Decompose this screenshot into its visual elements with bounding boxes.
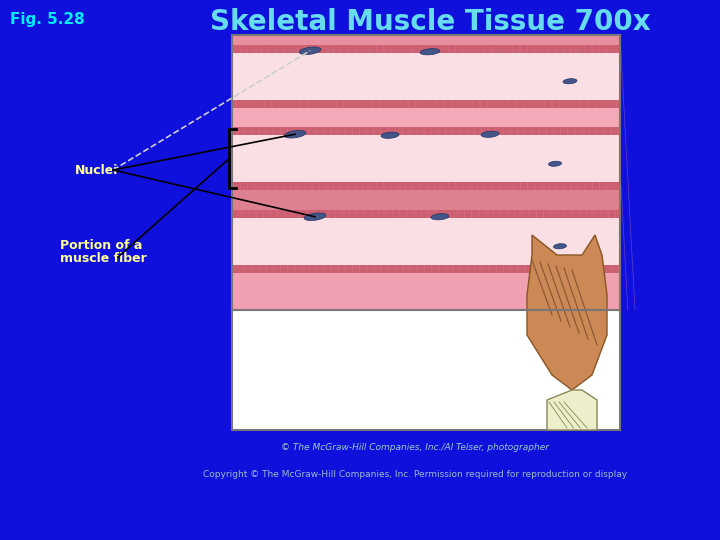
Text: Skeletal Muscle Tissue 700x: Skeletal Muscle Tissue 700x [210,8,650,36]
Text: Nuclei: Nuclei [75,164,118,177]
Text: muscle fiber: muscle fiber [60,252,147,265]
Ellipse shape [431,214,449,220]
Ellipse shape [284,131,306,138]
Bar [232,35,620,310]
Ellipse shape [563,79,577,84]
Bar [232,35,620,310]
Bar [232,108,620,127]
Bar [232,273,620,310]
Text: © The McGraw-Hill Companies, Inc./Al Telser, photographer: © The McGraw-Hill Companies, Inc./Al Tel… [281,442,549,451]
Bar [232,218,620,265]
Text: Fig. 5.28: Fig. 5.28 [10,12,85,27]
Bar [232,53,620,100]
Bar [232,127,620,135]
Bar [232,310,620,430]
Ellipse shape [481,131,499,137]
Ellipse shape [299,47,321,55]
Ellipse shape [381,132,399,138]
PathPatch shape [547,390,597,430]
Bar [232,135,620,183]
PathPatch shape [527,235,607,390]
Bar [232,265,620,273]
Bar [232,45,620,53]
Ellipse shape [549,161,562,166]
Text: Copyright © The McGraw-Hill Companies, Inc. Permission required for reproduction: Copyright © The McGraw-Hill Companies, I… [203,470,627,479]
Bar [232,35,620,45]
Bar [232,190,620,210]
Text: Portion of a: Portion of a [60,239,143,252]
Ellipse shape [420,49,440,55]
Ellipse shape [554,244,567,249]
Bar [232,183,620,190]
Bar [232,100,620,108]
Bar [232,210,620,218]
Ellipse shape [304,213,326,220]
